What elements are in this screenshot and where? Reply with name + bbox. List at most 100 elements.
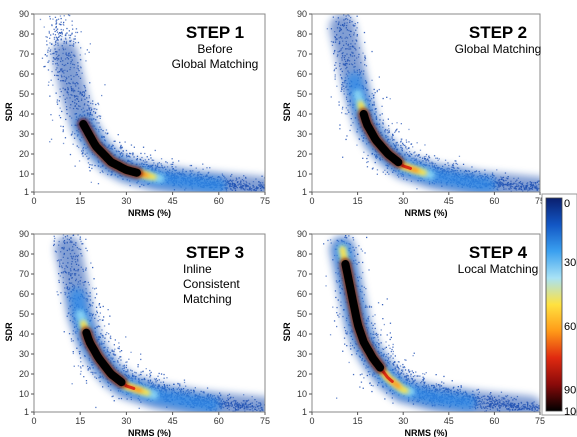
x-tick-label: 45 — [168, 196, 178, 206]
scatter-point — [78, 146, 80, 149]
scatter-point — [51, 70, 53, 73]
scatter-point — [285, 187, 286, 188]
scatter-point — [82, 150, 84, 152]
scatter-point — [333, 70, 335, 72]
scatter-point — [69, 40, 71, 43]
scatter-point — [268, 188, 269, 189]
scatter-point — [277, 186, 278, 187]
scatter-point — [276, 410, 277, 411]
scatter-point — [48, 30, 50, 33]
scatter-point — [96, 116, 98, 118]
scatter-point — [416, 142, 418, 144]
scatter-point — [160, 373, 163, 375]
scatter-point — [407, 147, 410, 149]
scatter-point — [52, 18, 54, 20]
scatter-point — [65, 38, 67, 40]
scatter-point — [130, 153, 132, 155]
scatter-point — [428, 156, 430, 158]
scatter-point — [89, 292, 91, 294]
scatter-point — [356, 15, 358, 17]
scatter-point — [389, 322, 392, 324]
panel-subtitle-line: Global Matching — [172, 57, 259, 71]
scatter-point — [299, 410, 300, 411]
scatter-point — [157, 375, 159, 377]
y-tick-label: 50 — [19, 89, 29, 99]
scatter-point — [348, 111, 350, 113]
scatter-point — [154, 149, 156, 152]
scatter-point — [92, 371, 94, 374]
scatter-point — [80, 240, 82, 243]
scatter-point — [189, 164, 191, 167]
scatter-point — [160, 381, 162, 383]
scatter-point — [57, 294, 59, 296]
scatter-point — [76, 31, 79, 34]
scatter-point — [140, 152, 142, 155]
scatter-point — [58, 273, 60, 275]
scatter-point — [114, 140, 116, 142]
scatter-point — [455, 160, 457, 162]
scatter-point — [72, 143, 74, 145]
scatter-point — [43, 66, 45, 68]
scatter-point — [109, 335, 112, 337]
scatter-point — [160, 163, 162, 165]
scatter-point — [118, 348, 120, 350]
scatter-point — [549, 184, 550, 185]
panel-subtitle-line: Inline — [183, 262, 212, 276]
scatter-point — [79, 238, 81, 240]
scatter-point — [72, 351, 74, 353]
scatter-point — [272, 409, 273, 410]
scatter-point — [51, 43, 53, 45]
scatter-point — [138, 374, 140, 376]
scatter-point — [543, 186, 544, 187]
scatter-point — [120, 397, 123, 400]
scatter-point — [70, 338, 73, 340]
scatter-point — [271, 401, 272, 402]
scatter-point — [58, 114, 61, 117]
scatter-point — [155, 378, 157, 380]
scatter-point — [69, 14, 71, 17]
scatter-point — [119, 351, 121, 353]
scatter-point — [134, 371, 136, 373]
panel-subtitle-line: Before — [197, 42, 233, 56]
scatter-point — [71, 133, 73, 135]
scatter-point — [333, 53, 335, 55]
scatter-point — [333, 51, 336, 53]
scatter-point — [417, 154, 420, 156]
scatter-point — [96, 293, 98, 295]
scatter-point — [59, 107, 61, 109]
scatter-point — [394, 361, 396, 363]
scatter-point — [72, 234, 74, 236]
scatter-point — [95, 287, 97, 289]
scatter-point — [376, 90, 378, 93]
y-tick-label: 80 — [297, 29, 307, 39]
scatter-point — [112, 353, 114, 355]
scatter-point — [266, 406, 267, 407]
scatter-point — [52, 60, 54, 62]
scatter-point — [564, 190, 565, 191]
x-tick-label: 30 — [121, 196, 131, 206]
scatter-point — [279, 407, 280, 408]
scatter-point — [152, 159, 155, 161]
scatter-point — [146, 156, 148, 158]
scatter-point — [376, 173, 378, 175]
scatter-point — [91, 164, 93, 166]
scatter-point — [384, 169, 386, 171]
scatter-point — [53, 28, 55, 30]
scatter-point — [423, 156, 426, 158]
scatter-point — [269, 405, 270, 406]
scatter-point — [39, 18, 42, 21]
scatter-point — [60, 28, 62, 31]
scatter-point — [273, 407, 274, 408]
scatter-point — [79, 366, 82, 368]
scatter-point — [101, 319, 104, 321]
scatter-point — [206, 387, 209, 389]
scatter-point — [206, 167, 208, 169]
scatter-point — [55, 29, 58, 31]
scatter-point — [366, 161, 368, 164]
scatter-point — [277, 408, 278, 409]
scatter-point — [544, 185, 545, 186]
scatter-point — [71, 131, 74, 133]
scatter-point — [82, 365, 84, 367]
scatter-point — [162, 381, 165, 383]
